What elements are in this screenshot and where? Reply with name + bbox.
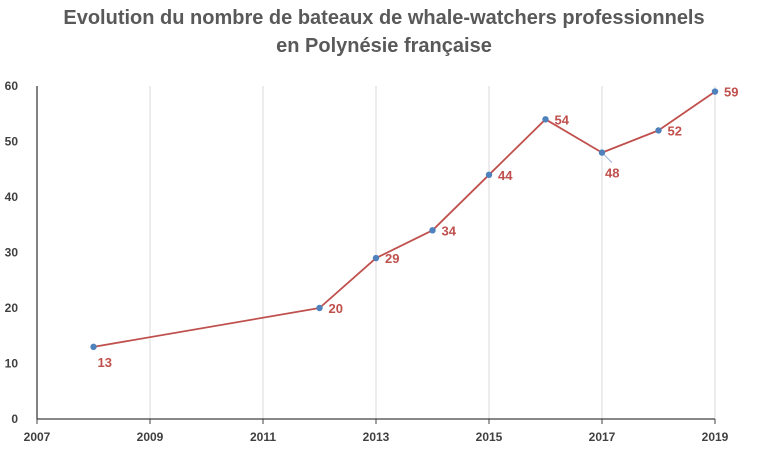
x-tick-label: 2013	[363, 430, 390, 444]
grid-lines	[149, 86, 716, 419]
series-line	[93, 90, 716, 348]
x-tick-label: 2007	[24, 430, 51, 444]
y-tick-label: 50	[5, 135, 19, 149]
series-layer	[90, 88, 719, 351]
y-tick-label: 30	[5, 246, 19, 260]
data-label: 44	[498, 168, 513, 183]
y-tick-label: 60	[5, 79, 19, 93]
axes: 2007 2009 2011 2013 2015 2017 2019010203040506…	[5, 79, 729, 444]
data-label: 29	[385, 251, 399, 266]
data-point	[542, 116, 549, 123]
chart-title-line-1: Evolution du nombre de bateaux de whale-…	[63, 7, 705, 29]
x-tick-label: 2019	[702, 430, 729, 444]
chart-title-line-2: en Polynésie française	[276, 35, 492, 57]
x-tick-label: 2017	[589, 430, 616, 444]
data-label: 59	[724, 85, 738, 100]
x-tick-label: 2009	[137, 430, 164, 444]
data-point	[598, 149, 606, 156]
x-tick-label: 2011	[250, 430, 276, 444]
data-label-leader	[603, 154, 613, 163]
data-point	[485, 171, 493, 178]
y-tick-label: 0	[11, 412, 18, 426]
data-label: 52	[668, 123, 682, 138]
chart-title: Evolution du nombre de bateaux de whale-…	[0, 4, 768, 60]
data-point	[316, 304, 323, 312]
data-label: 48	[605, 166, 619, 181]
y-tick-label: 10	[5, 357, 19, 371]
data-label: 34	[442, 223, 457, 238]
data-point	[711, 88, 719, 95]
data-label: 13	[98, 355, 112, 370]
data-point	[372, 254, 380, 262]
data-label: 20	[329, 301, 343, 316]
data-point	[90, 343, 97, 351]
data-labels: 13 20 29 34 44 54 48 52 59	[98, 85, 739, 370]
y-tick-label: 40	[5, 190, 19, 204]
y-tick-label: 20	[5, 301, 19, 315]
data-label: 54	[555, 112, 570, 127]
x-tick-label: 2015	[476, 430, 503, 444]
data-point	[429, 227, 436, 234]
data-point	[655, 127, 662, 134]
